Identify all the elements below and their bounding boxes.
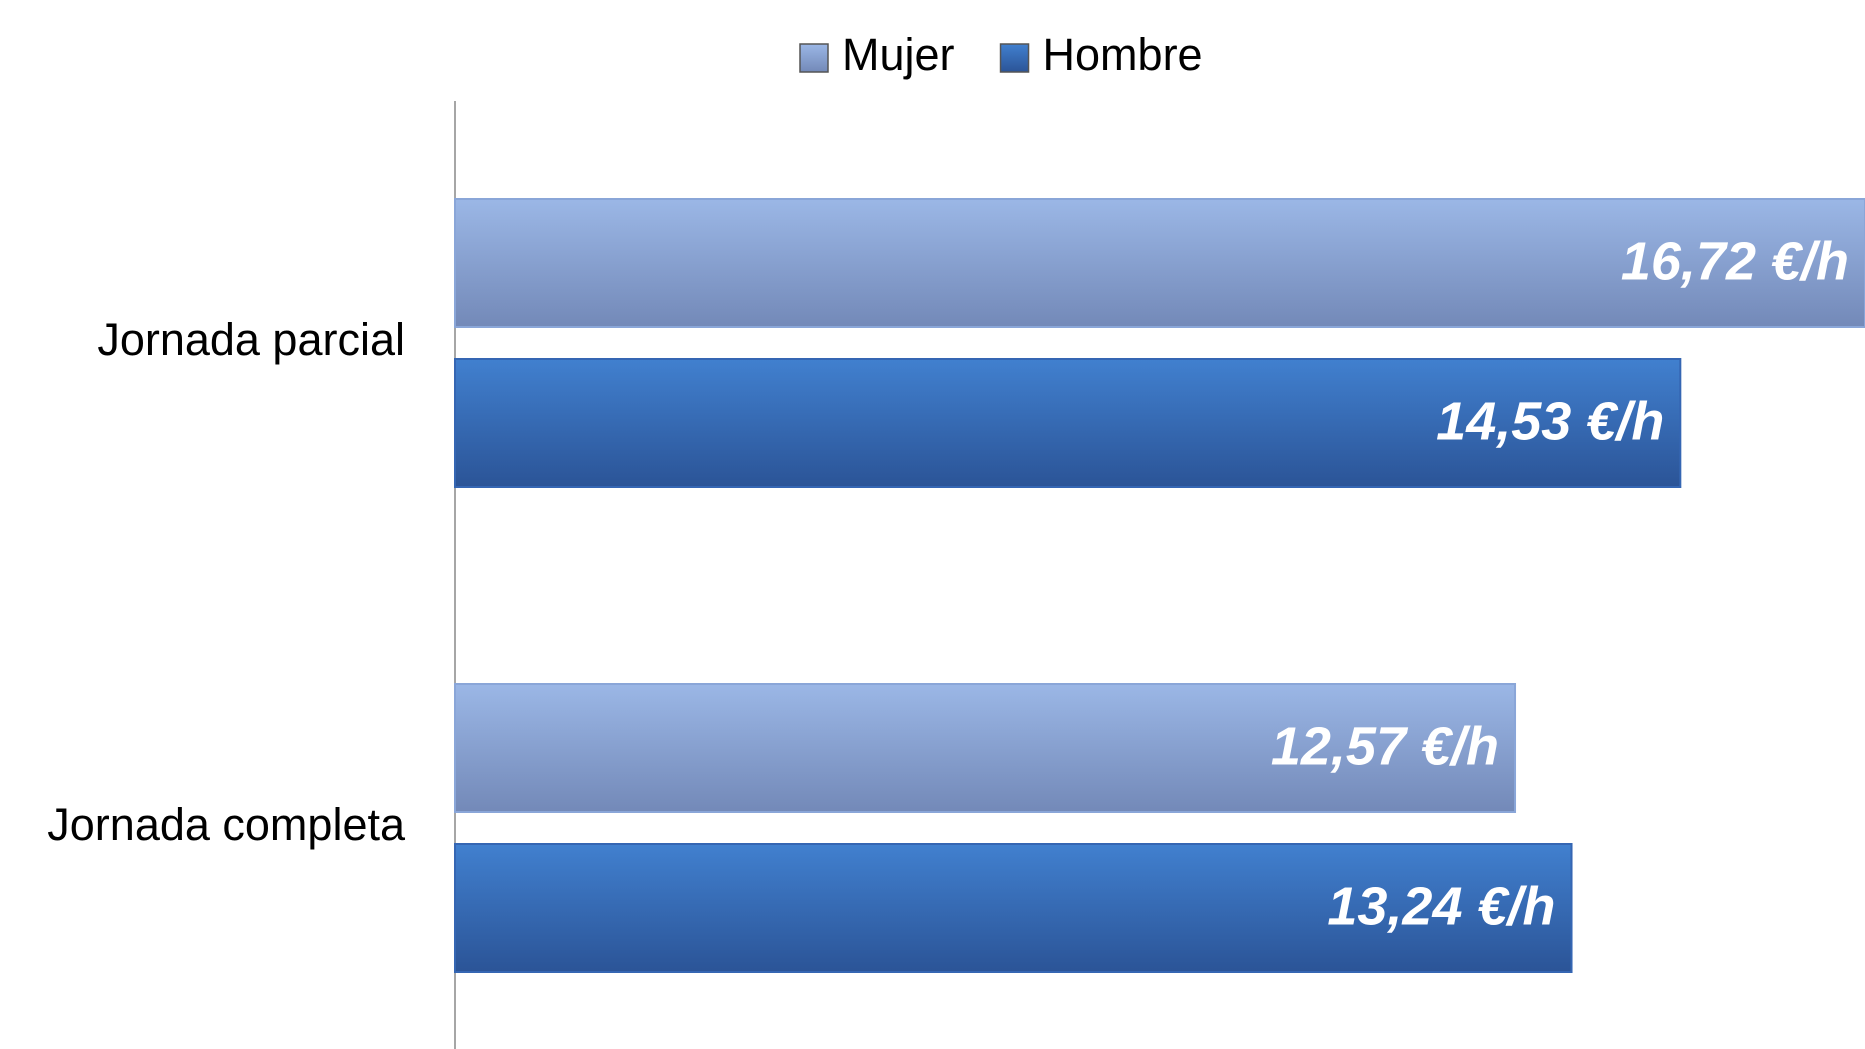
bar — [454, 198, 1865, 328]
value-label: 13,24 €/h — [1327, 876, 1555, 936]
value-label: 16,72 €/h — [1621, 231, 1849, 291]
legend-swatch — [799, 43, 829, 73]
bar — [454, 358, 1682, 488]
legend-label: Mujer — [842, 29, 955, 80]
value-label: 14,53 €/h — [1436, 391, 1664, 451]
category-label: Jornada parcial — [97, 314, 405, 365]
value-label: 12,57 €/h — [1271, 716, 1499, 776]
bar — [454, 683, 1517, 813]
legend-swatch — [999, 43, 1030, 73]
bar — [454, 843, 1573, 973]
legend-label: Hombre — [1043, 29, 1203, 80]
category-label: Jornada completa — [47, 799, 406, 850]
